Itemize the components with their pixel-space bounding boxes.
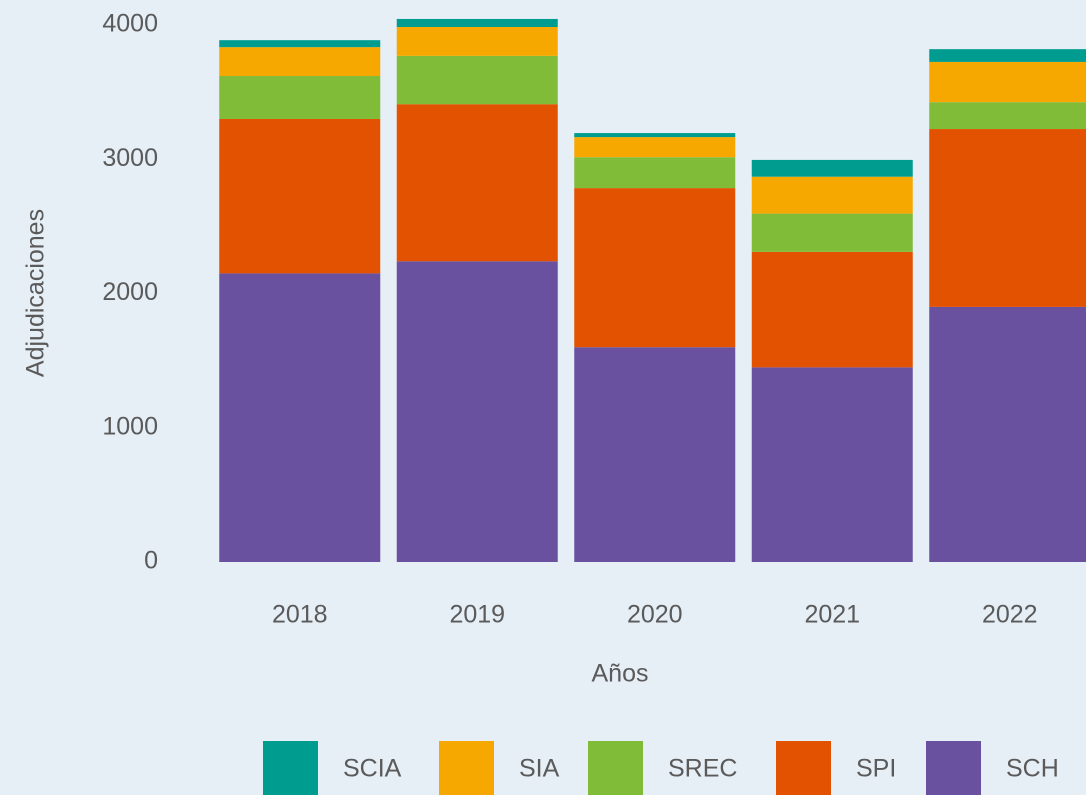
legend-swatch — [263, 741, 318, 795]
legend-swatch — [776, 741, 831, 795]
bar-segment — [396, 261, 558, 562]
x-tick-label: 2020 — [627, 601, 683, 629]
bar-segment — [219, 47, 381, 77]
bar-segment — [396, 27, 558, 56]
bar-segment — [929, 49, 1086, 62]
y-tick-label: 4000 — [102, 10, 158, 38]
y-tick-label: 3000 — [102, 144, 158, 172]
bar-segment — [751, 213, 913, 252]
bar-segment — [574, 157, 736, 189]
x-tick-label: 2021 — [804, 601, 860, 629]
y-axis-title: Adjudicaciones — [22, 209, 50, 377]
x-tick-label: 2018 — [272, 601, 328, 629]
bar-segment — [574, 133, 736, 138]
bar-segment — [751, 251, 913, 368]
x-axis-title: Años — [592, 660, 649, 688]
bar-segment — [929, 306, 1086, 562]
bar-segment — [574, 347, 736, 562]
bar-segment — [396, 104, 558, 262]
bar-segment — [751, 159, 913, 177]
bar-segment — [574, 188, 736, 348]
bar-segment — [219, 118, 381, 274]
bar-segment — [396, 18, 558, 28]
bar-segment — [929, 102, 1086, 130]
legend-label: SCH — [1006, 755, 1059, 783]
bar-segment — [751, 176, 913, 214]
bar-segment — [219, 40, 381, 48]
legend-swatch — [926, 741, 981, 795]
bar-segment — [929, 61, 1086, 103]
x-tick-label: 2022 — [982, 601, 1038, 629]
y-tick-label: 0 — [144, 547, 158, 575]
legend-swatch — [588, 741, 643, 795]
x-tick-label: 2019 — [449, 601, 505, 629]
bar-segment — [751, 367, 913, 562]
bar-segment — [574, 137, 736, 158]
legend-label: SIA — [519, 755, 560, 783]
y-tick-label: 2000 — [102, 278, 158, 306]
legend-swatch — [439, 741, 494, 795]
legend-label: SPI — [856, 755, 896, 783]
legend-label: SREC — [668, 755, 737, 783]
bar-segment — [219, 273, 381, 562]
bar-segment — [929, 129, 1086, 307]
bar-segment — [396, 55, 558, 105]
y-tick-label: 1000 — [102, 412, 158, 440]
legend-label: SCIA — [343, 755, 402, 783]
bar-segment — [219, 76, 381, 119]
